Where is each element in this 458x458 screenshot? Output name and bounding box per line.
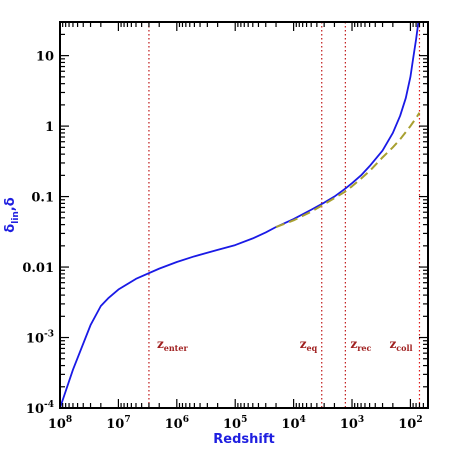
x-tick-label: 107 — [106, 415, 130, 432]
y-tick-label: 10-4 — [26, 400, 54, 417]
x-tick-label: 103 — [340, 415, 364, 432]
plot-area — [60, 22, 421, 408]
x-axis-title: Redshift — [213, 432, 274, 447]
series-line-1 — [60, 22, 420, 408]
y-tick-label: 0.01 — [22, 261, 54, 276]
labels: 108 107 106 105 104 103 102 10-4 10-3 0.01 0.1 1 10 R… — [3, 50, 423, 447]
vline-label-eq: zeq — [300, 337, 318, 353]
x-tick-label: 102 — [398, 415, 422, 432]
vline-label-rec: zrec — [350, 337, 371, 353]
y-tick-label: 0.1 — [31, 191, 54, 206]
y-tick-label: 10-3 — [26, 330, 54, 347]
series-line-2 — [275, 112, 421, 228]
x-tick-label: 108 — [48, 415, 72, 432]
vline-label-enter: zenter — [157, 337, 189, 353]
x-tick-label: 104 — [281, 415, 305, 432]
x-tick-label: 105 — [223, 415, 247, 432]
x-tick-label: 106 — [165, 415, 189, 432]
y-tick-label: 10 — [36, 50, 54, 65]
y-axis-title: δlin,δ — [3, 197, 21, 232]
axes — [59, 21, 429, 409]
y-tick-label: 1 — [45, 120, 54, 135]
vline-label-coll: zcoll — [389, 337, 412, 353]
plot-frame — [59, 21, 429, 409]
